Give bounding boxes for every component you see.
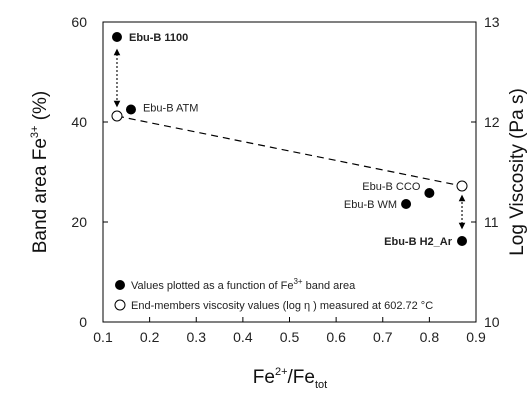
legend-filled-label: Values plotted as a function of Fe3+ ban… bbox=[131, 277, 356, 292]
x-axis-label: Fe2+/Fetot bbox=[253, 366, 327, 391]
axis-ticks: 0.1 0.2 0.3 0.4 0.5 0.6 0.7 0.8 0.9 0 20 40 60 10 11 12… bbox=[71, 14, 499, 345]
legend-open-marker bbox=[114, 299, 126, 311]
y-right-tick-label: 10 bbox=[484, 314, 500, 330]
x-tick-label: 0.9 bbox=[466, 329, 486, 345]
open-point bbox=[456, 180, 468, 192]
point-label: Ebu-B ATM bbox=[143, 103, 198, 115]
x-tick-label: 0.6 bbox=[326, 329, 346, 345]
plot-frame bbox=[102, 21, 477, 323]
x-tick-label: 0.8 bbox=[420, 329, 440, 345]
point-label: Ebu-B WM bbox=[344, 199, 397, 211]
filled-point bbox=[457, 236, 468, 246]
filled-point bbox=[125, 104, 136, 115]
x-tick-label: 0.1 bbox=[93, 329, 113, 345]
y-right-tick-label: 12 bbox=[484, 114, 500, 130]
filled-point bbox=[111, 32, 122, 42]
trend-line bbox=[116, 115, 463, 187]
open-point bbox=[111, 110, 123, 122]
x-tick-label: 0.5 bbox=[280, 329, 300, 345]
y-left-axis-label: Band area Fe3+ (%) bbox=[29, 91, 51, 254]
y-left-tick-label: 0 bbox=[79, 314, 87, 330]
filled-point bbox=[401, 199, 412, 209]
point-label: Ebu-B 1100 bbox=[129, 32, 188, 44]
filled-point bbox=[424, 188, 435, 198]
x-tick-label: 0.3 bbox=[187, 329, 207, 345]
x-tick-label: 0.7 bbox=[373, 329, 393, 345]
x-tick-label: 0.4 bbox=[233, 329, 253, 345]
legend: Values plotted as a function of Fe3+ ban… bbox=[114, 277, 433, 312]
y-right-tick-label: 13 bbox=[484, 14, 500, 30]
legend-open-label: End-members viscosity values (log η ) me… bbox=[131, 300, 433, 312]
x-tick-label: 0.2 bbox=[140, 329, 160, 345]
y-left-tick-label: 40 bbox=[71, 114, 87, 130]
plot-marks: Ebu-B 1100 Ebu-B ATM Ebu-B CCO Ebu-B WM Ebu-… bbox=[111, 32, 468, 248]
y-left-tick-label: 60 bbox=[71, 14, 87, 30]
point-label: Ebu-B CCO bbox=[362, 181, 421, 193]
legend-filled-marker bbox=[115, 280, 125, 290]
y-right-axis-label: Log Viscosity (Pa s) bbox=[507, 88, 528, 256]
y-right-tick-label: 11 bbox=[484, 214, 499, 230]
y-left-tick-label: 20 bbox=[71, 214, 87, 230]
point-label: Ebu-B H2_Ar bbox=[384, 236, 453, 248]
